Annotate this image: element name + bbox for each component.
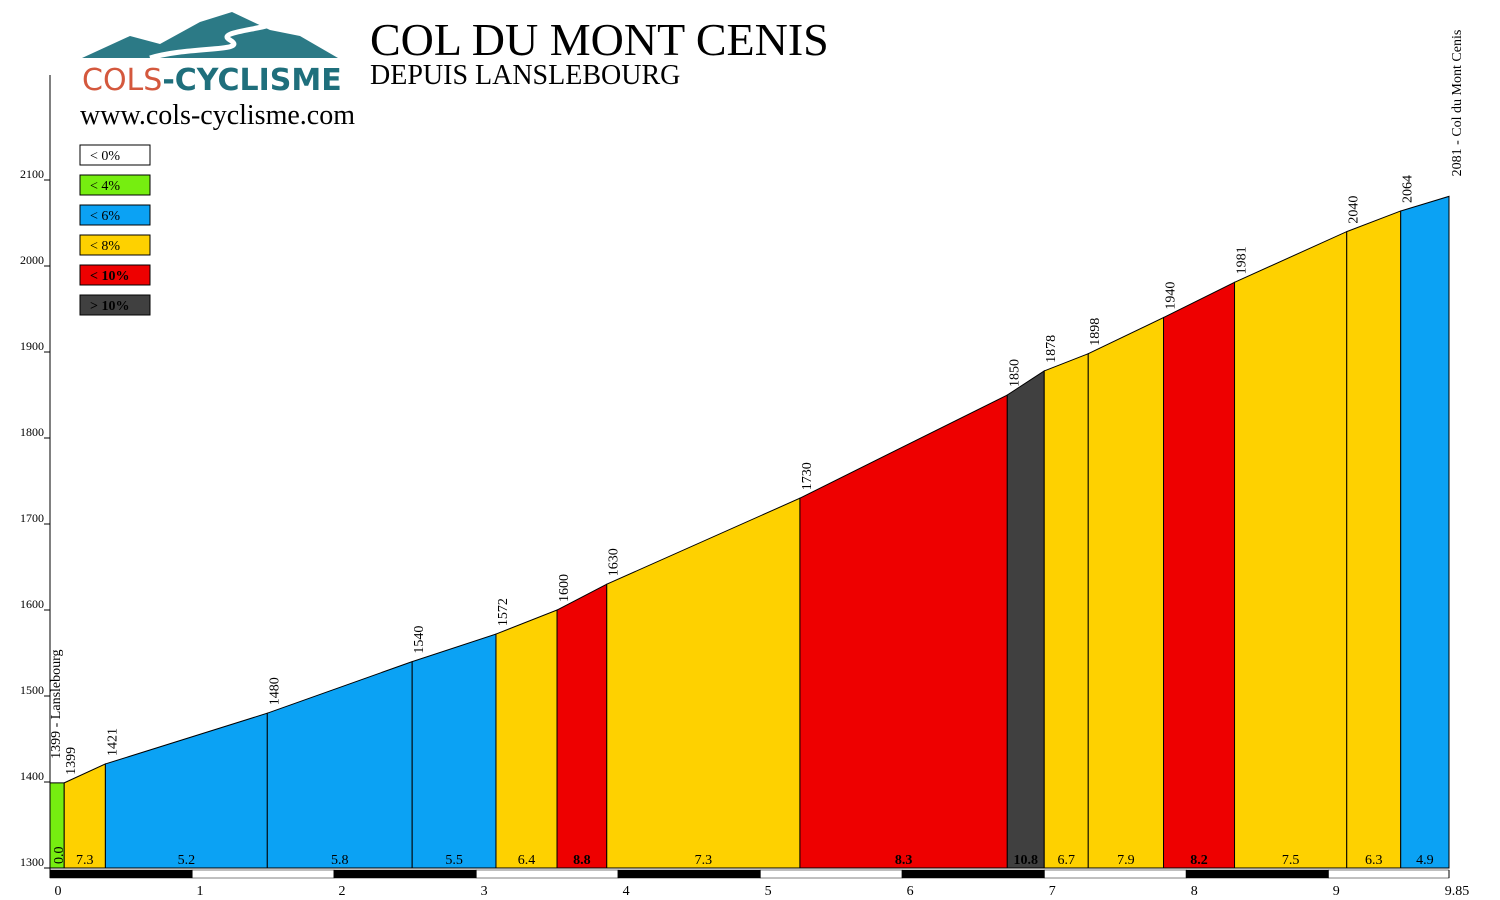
km-bar <box>902 870 1044 878</box>
segment <box>557 584 607 868</box>
segment <box>412 634 496 868</box>
elevation-label: 1850 <box>1007 359 1022 387</box>
gradient-label: 7.5 <box>1282 853 1300 868</box>
legend-label: < 8% <box>90 239 120 254</box>
x-tick-label: 4 <box>623 884 630 899</box>
segment <box>105 713 267 868</box>
x-tick-label: 9 <box>1333 884 1340 899</box>
y-tick-label: 2100 <box>20 167 44 181</box>
logo: COLS-CYCLISME <box>82 12 342 98</box>
place-label: 1399 - Lanslebourg <box>49 649 64 758</box>
gradient-label: 8.2 <box>1190 853 1208 868</box>
km-bar <box>618 870 760 878</box>
segment <box>1044 354 1088 868</box>
gradient-label: 8.3 <box>895 853 913 868</box>
elevation-label: 1399 <box>64 747 79 775</box>
segment <box>607 498 800 868</box>
chart-subtitle: DEPUIS LANSLEBOURG <box>370 60 680 91</box>
gradient-label: 6.7 <box>1057 853 1075 868</box>
segment <box>1401 196 1449 868</box>
segment <box>496 610 557 868</box>
x-tick-label: 8 <box>1191 884 1198 899</box>
gradient-label: 10.8 <box>1013 853 1038 868</box>
elevation-label: 1630 <box>607 548 622 576</box>
elevation-label: 1480 <box>267 677 282 705</box>
y-tick-label: 1800 <box>20 425 44 439</box>
x-tick-label: 0 <box>55 884 62 899</box>
gradient-label: 4.9 <box>1416 853 1434 868</box>
elevation-label: 1540 <box>412 626 427 654</box>
y-tick-label: 1400 <box>20 769 44 783</box>
gradient-label: 6.3 <box>1365 853 1383 868</box>
x-tick-label: 1 <box>197 884 204 899</box>
segment <box>1347 211 1401 868</box>
elevation-label: 2040 <box>1347 196 1362 224</box>
x-tick-label: 6 <box>907 884 914 899</box>
chart-title: COL DU MONT CENIS <box>370 14 829 65</box>
x-tick-label: 5 <box>765 884 772 899</box>
km-bar <box>760 870 902 878</box>
x-tick-label: 2 <box>339 884 346 899</box>
elevation-label: 2064 <box>1401 175 1416 203</box>
logo-part: -CYCLISME <box>162 63 341 98</box>
legend-label: > 10% <box>90 299 129 314</box>
elevation-label: 1898 <box>1088 318 1103 346</box>
elevation-label: 1421 <box>105 728 120 756</box>
km-bar <box>50 870 192 878</box>
segment <box>1235 232 1347 868</box>
km-bar <box>476 870 618 878</box>
gradient-label: 7.3 <box>695 853 713 868</box>
km-bar <box>1328 870 1449 878</box>
legend-label: < 4% <box>90 179 120 194</box>
segment <box>1007 371 1044 868</box>
legend-label: < 0% <box>90 149 120 164</box>
gradient-label: 5.2 <box>178 853 196 868</box>
url: www.cols-cyclisme.com <box>80 100 355 131</box>
km-bar <box>334 870 476 878</box>
y-tick-label: 1500 <box>20 683 44 697</box>
km-bar <box>1186 870 1328 878</box>
segment <box>1164 282 1235 868</box>
y-tick-label: 1900 <box>20 339 44 353</box>
gradient-label: 5.8 <box>331 853 349 868</box>
segment <box>800 395 1007 868</box>
gradient-label: 7.9 <box>1117 853 1135 868</box>
gradient-label: 5.5 <box>445 853 463 868</box>
legend-label: < 10% <box>90 269 129 284</box>
segment <box>267 662 412 868</box>
x-tick-label: 3 <box>481 884 488 899</box>
elevation-label: 1730 <box>800 462 815 490</box>
elevation-label: 1572 <box>496 598 511 626</box>
km-bar <box>192 870 334 878</box>
elevation-label: 1981 <box>1235 246 1250 274</box>
place-label: 2081 - Col du Mont Cenis <box>1450 30 1465 177</box>
y-tick-label: 2000 <box>20 253 44 267</box>
elevation-label: 1878 <box>1044 335 1059 363</box>
y-tick-label: 1300 <box>20 855 44 869</box>
elevation-label: 1940 <box>1164 282 1179 310</box>
gradient-label: 6.4 <box>518 853 536 868</box>
km-bar <box>1044 870 1186 878</box>
x-tick-label: 7 <box>1049 884 1056 899</box>
x-tick-label: 9.85 <box>1445 884 1470 899</box>
gradient-label: 8.8 <box>573 853 591 868</box>
gradient-label: 7.3 <box>76 853 94 868</box>
logo-text: COLS-CYCLISME <box>82 63 342 98</box>
y-tick-label: 1700 <box>20 511 44 525</box>
legend-label: < 6% <box>90 209 120 224</box>
y-tick-label: 1600 <box>20 597 44 611</box>
elevation-label: 1600 <box>557 574 572 602</box>
logo-part: COLS <box>82 63 162 98</box>
segment <box>1088 318 1163 868</box>
